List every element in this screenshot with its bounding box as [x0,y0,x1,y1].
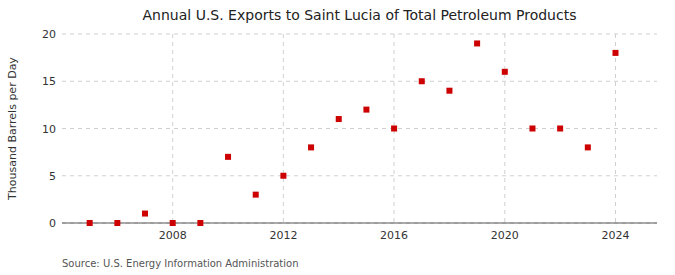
point [253,192,259,198]
x-grid-line [504,34,505,223]
x-tick-label: 2012 [269,229,297,242]
points [87,40,619,226]
y-tick-label: 20 [42,28,56,41]
title: Annual U.S. Exports to Saint Lucia of To… [143,7,577,23]
y-grid-line [62,34,657,35]
y-grid-line [62,128,657,129]
x-grid-line [283,34,284,223]
point [502,69,508,75]
y-axis-label: Thousand Barrels per Day [6,57,19,201]
point [363,107,369,113]
point [474,40,480,46]
point [336,116,342,122]
point [197,220,203,226]
chart: 0 5 10 15 20 2008 2012 2016 2020 2024 Annual U.S. … [0,0,675,275]
x-grid-line [615,34,616,223]
y-tick-label: 5 [49,170,56,183]
x-tick-label: 2024 [601,229,629,242]
x-axis-line [62,223,657,224]
point [225,154,231,160]
grid [62,34,657,223]
point [170,220,176,226]
point [585,144,591,150]
source-note: Source: U.S. Energy Information Administ… [62,258,299,269]
y-tick-label: 0 [49,217,56,230]
y-grid-line [62,81,657,82]
x-tick-label: 2008 [159,229,187,242]
point [308,144,314,150]
point [114,220,120,226]
y-tick-label: 10 [42,123,56,136]
point [529,126,535,132]
y-grid-line [62,223,657,224]
x-tick-label: 2016 [380,229,408,242]
point [87,220,93,226]
x-tick-label: 2020 [491,229,519,242]
tick-labels: 0 5 10 15 20 2008 2012 2016 2020 2024 [42,28,629,242]
point [419,78,425,84]
point [391,126,397,132]
point [446,88,452,94]
y-grid-line [62,175,657,176]
point [612,50,618,56]
x-grid-line [172,34,173,223]
point [142,211,148,217]
point [280,173,286,179]
point [557,126,563,132]
y-tick-label: 15 [42,75,56,88]
